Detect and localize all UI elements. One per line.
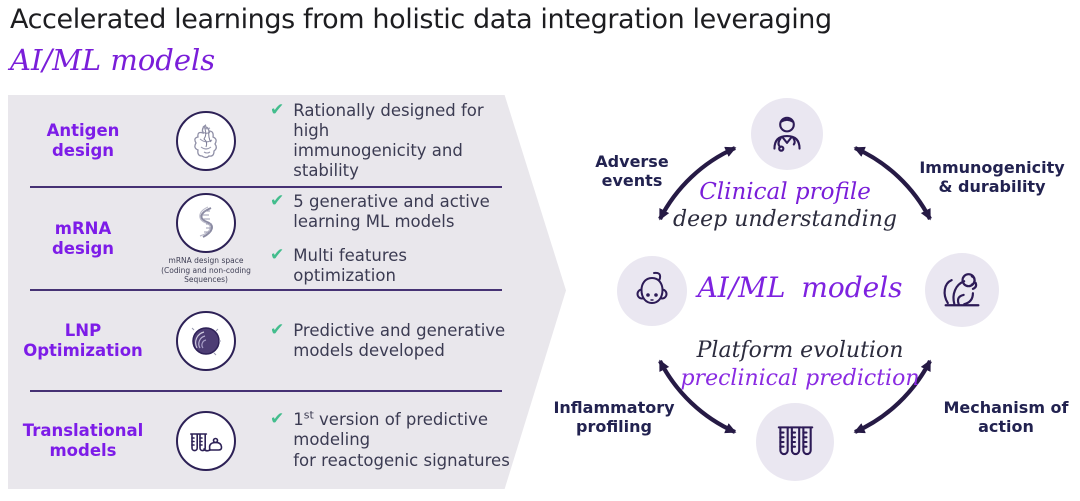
clinician-icon [751,98,823,170]
bullet-text: Multi features optimization [293,245,407,285]
row-mrna-design: mRNA design mRNA design space (Coding an… [8,188,513,290]
bullet-text: 5 generative and active learning ML mode… [293,192,490,232]
mrna-icon-caption: mRNA design space (Coding and non-coding… [161,255,251,285]
clinical-profile-text: Clinical profile [699,179,871,205]
bullet-text: Rationally designed for high immunogenic… [293,100,484,181]
row-antigen-design: Antigen design ✔ Rationally designed for… [8,95,513,187]
capability-panel: Antigen design ✔ Rationally designed for… [8,95,566,489]
tubes-and-mouse-icon [176,410,236,471]
check-icon: ✔ [270,319,285,340]
antigen-design-label: Antigen design [46,121,120,160]
spike-protein-icon [176,111,236,171]
check-icon: ✔ [270,99,285,120]
translational-models-label: Translational models [22,420,144,460]
mrna-helix-icon [176,192,236,253]
preclinical-prediction-text: preclinical prediction [680,366,920,391]
mouse-icon [617,256,687,326]
deep-understanding-text: deep understanding [673,207,897,232]
bullet-point: ✔ Multi features optimization [270,244,513,286]
inflammatory-profiling-label: Inflammatory profiling [553,398,675,437]
immunogenicity-durability-label: Immunogenicity & durability [919,158,1065,197]
lnp-sphere-icon [176,311,236,371]
row-translational-models: Translational models ✔ [8,392,513,489]
bullet-point: ✔ 1st version of predictive modeling for… [270,410,513,470]
ai-ml-models-text: AI/ML models [697,271,903,304]
check-icon: ✔ [270,191,285,212]
check-icon: ✔ [270,409,285,430]
bullet-text: Predictive and generative models develop… [293,320,506,360]
separator [30,186,502,188]
mechanism-of-action-label: Mechanism of action [943,398,1069,437]
check-icon: ✔ [270,244,285,265]
test-tubes-icon [756,403,834,481]
mrna-design-label: mRNA design [51,219,115,258]
bullet-point: ✔ Rationally designed for high immunogen… [270,99,513,182]
separator [30,289,502,291]
platform-evolution-text: Platform evolution [696,338,904,363]
monkey-icon [925,253,999,327]
separator [30,390,502,392]
bullet-text: 1st version of predictive modeling for r… [293,408,510,470]
bullet-point: ✔ 5 generative and active learning ML mo… [270,192,513,232]
page-subtitle: AI/ML models [10,43,216,77]
bullet-point: ✔ Predictive and generative models devel… [270,319,513,361]
adverse-events-label: Adverse events [595,152,669,191]
row-lnp-optimization: LNP Optimization ✔ Predictive and genera… [8,291,513,391]
page-title: Accelerated learnings from holistic data… [10,4,832,35]
lnp-optimization-label: LNP Optimization [23,321,143,360]
